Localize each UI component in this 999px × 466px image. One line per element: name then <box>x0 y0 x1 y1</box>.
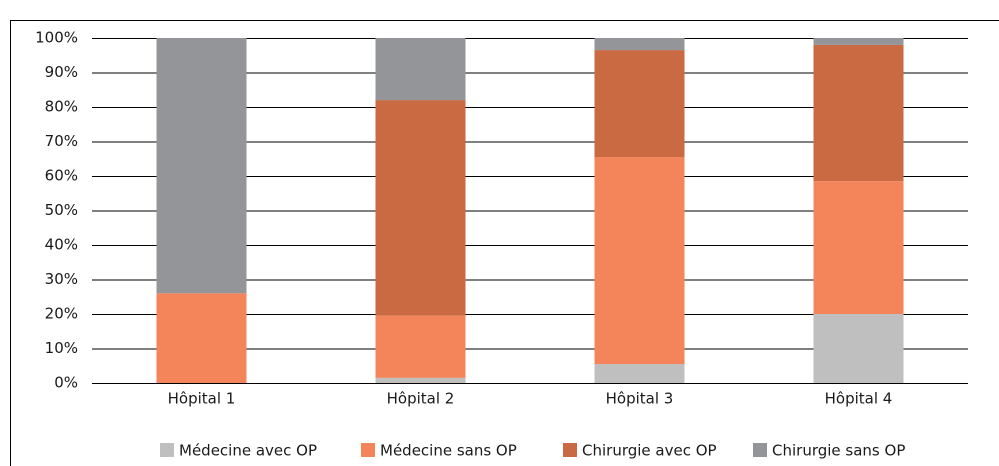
legend-swatch <box>563 443 577 457</box>
x-tick-label: Hôpital 2 <box>387 390 455 408</box>
y-tick-label: 40% <box>45 236 78 254</box>
bar-segment <box>594 50 685 158</box>
bar-segment <box>375 315 466 378</box>
y-tick-label: 30% <box>45 270 78 288</box>
y-tick-label: 100% <box>35 29 78 47</box>
bar-segment <box>594 364 685 383</box>
y-tick-label: 50% <box>45 201 78 219</box>
bar-segment <box>375 38 466 101</box>
y-tick-label: 0% <box>54 374 78 392</box>
bar-segment <box>156 293 247 383</box>
bar-segment <box>813 314 904 383</box>
legend-swatch <box>753 443 767 457</box>
bar-segment <box>813 181 904 314</box>
legend-label: Chirurgie avec OP <box>582 442 717 460</box>
y-tick-label: 60% <box>45 167 78 185</box>
y-tick-label: 80% <box>45 98 78 116</box>
x-tick-label: Hôpital 3 <box>606 390 674 408</box>
bar-segment <box>594 38 685 51</box>
legend-label: Médecine sans OP <box>380 442 517 460</box>
y-tick-label: 70% <box>45 132 78 150</box>
bar-segment <box>375 377 466 383</box>
y-tick-label: 20% <box>45 305 78 323</box>
bar-segment <box>375 100 466 316</box>
bar-segment <box>813 38 904 45</box>
legend-swatch <box>361 443 375 457</box>
x-tick-label: Hôpital 4 <box>825 390 893 408</box>
y-tick-label: 10% <box>45 339 78 357</box>
legend-label: Chirurgie sans OP <box>772 442 905 460</box>
legend-label: Médecine avec OP <box>179 442 317 460</box>
legend-swatch <box>160 443 174 457</box>
bar-segment <box>594 157 685 365</box>
x-tick-label: Hôpital 1 <box>168 390 236 408</box>
chart-frame <box>10 20 999 466</box>
bar-segment <box>156 38 247 294</box>
y-tick-label: 90% <box>45 63 78 81</box>
bar-segment <box>813 44 904 182</box>
